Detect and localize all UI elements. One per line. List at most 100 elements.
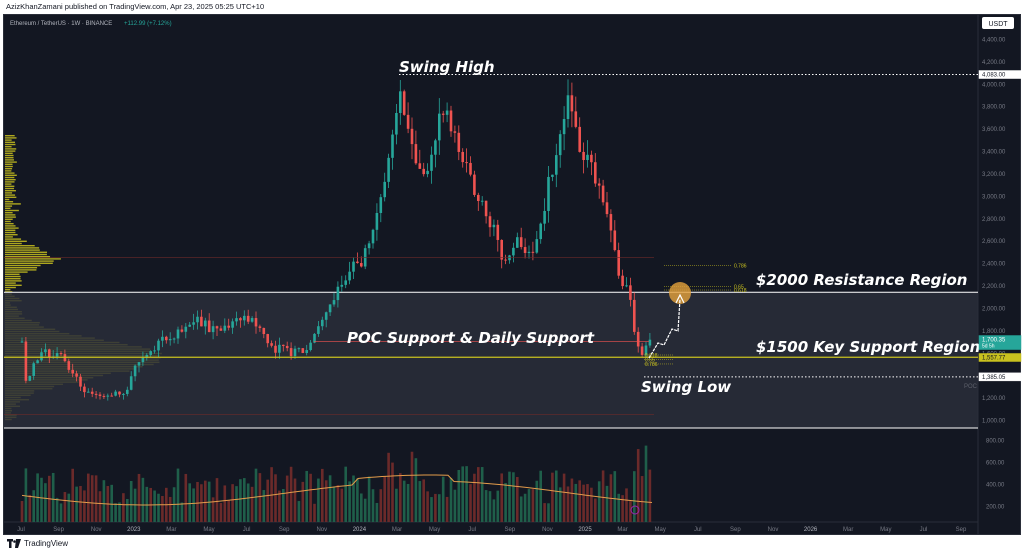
volume-bar xyxy=(434,494,437,522)
candle-body xyxy=(305,350,308,353)
profile-bar xyxy=(5,205,12,206)
profile-bar xyxy=(5,175,17,176)
candle-body xyxy=(36,360,39,363)
volume-bar xyxy=(465,466,468,522)
candle-body xyxy=(134,366,137,377)
candle-body xyxy=(610,214,613,230)
chart-frame[interactable]: Ethereum / TetherUS · 1W · BINANCE +112.… xyxy=(3,14,1021,535)
candle-body xyxy=(321,320,324,326)
candle-body xyxy=(255,318,258,326)
volume-bar xyxy=(606,486,609,522)
volume-bar xyxy=(266,480,269,522)
volume-bar xyxy=(383,476,386,522)
annotation-text: Swing Low xyxy=(641,378,731,396)
symbol-pair: Ethereum / TetherUS · 1W · BINANCE xyxy=(10,21,112,27)
profile-bar xyxy=(5,210,19,211)
volume-bar xyxy=(532,489,535,522)
candle-body xyxy=(559,134,562,155)
candle-body xyxy=(126,390,129,394)
volume-bar xyxy=(95,475,98,522)
volume-bar xyxy=(360,493,363,522)
candle-body xyxy=(578,127,581,152)
footer-bar: TradingView xyxy=(0,535,1024,553)
candle-body xyxy=(450,111,453,132)
volume-bar xyxy=(302,482,305,522)
header-bar: AzizKhanZamani published on TradingView.… xyxy=(0,0,1024,14)
candle-body xyxy=(216,326,219,328)
volume-bar xyxy=(216,478,219,522)
price-chart[interactable]: Ethereum / TetherUS · 1W · BINANCE +112.… xyxy=(4,15,1022,536)
candle-body xyxy=(606,202,609,214)
y-tick-label: 1,800.00 xyxy=(982,329,1006,335)
x-tick-label: Sep xyxy=(53,527,64,533)
annotation-text: POC Support & Daily Support xyxy=(347,329,595,347)
x-tick-label: Jul xyxy=(17,527,25,533)
candle-body xyxy=(512,248,515,256)
volume-bar xyxy=(138,474,141,522)
candle-body xyxy=(524,247,527,253)
profile-bar xyxy=(5,260,54,261)
volume-bar xyxy=(274,474,277,522)
profile-bar xyxy=(5,263,53,264)
candle-body xyxy=(130,376,133,390)
volume-bar xyxy=(438,494,441,522)
volume-bar xyxy=(142,478,145,522)
volume-bar xyxy=(68,494,71,522)
profile-bar xyxy=(5,227,19,228)
price-label-text: 1,557.77 xyxy=(982,356,1006,362)
candle-body xyxy=(298,348,301,349)
volume-bar xyxy=(243,478,246,522)
profile-bar xyxy=(5,232,15,233)
profile-bar xyxy=(5,223,14,224)
y-tick-label: 3,200.00 xyxy=(982,172,1006,178)
profile-bar xyxy=(5,271,28,272)
x-tick-label: Sep xyxy=(730,527,741,533)
candle-body xyxy=(103,396,106,397)
volume-tick-label: 600.00 xyxy=(986,461,1005,467)
candle-body xyxy=(243,316,246,320)
profile-bar xyxy=(5,135,15,136)
profile-bar xyxy=(5,245,35,246)
volume-bar xyxy=(454,490,457,522)
x-tick-label: 2026 xyxy=(804,527,818,533)
candle-body xyxy=(368,243,371,248)
candle-body xyxy=(270,343,273,346)
candle-body xyxy=(403,91,406,115)
candle-body xyxy=(247,316,250,322)
volume-bar xyxy=(29,495,32,522)
profile-bar xyxy=(5,234,18,235)
volume-bar xyxy=(235,486,238,522)
candle-body xyxy=(411,129,414,144)
volume-bar xyxy=(329,475,332,522)
candle-body xyxy=(227,326,230,328)
volume-bars xyxy=(21,446,652,522)
candle-body xyxy=(87,392,90,393)
volume-bar xyxy=(395,489,398,522)
volume-bar xyxy=(220,503,223,522)
candle-body xyxy=(465,162,468,163)
volume-bar xyxy=(391,463,394,522)
price-label-text: 1,385.05 xyxy=(982,375,1006,381)
volume-bar xyxy=(430,497,433,522)
volume-bar xyxy=(504,483,507,522)
profile-bar xyxy=(5,164,13,165)
candle-body xyxy=(383,182,386,197)
candle-body xyxy=(122,394,125,395)
x-tick-label: Sep xyxy=(279,527,290,533)
volume-bar xyxy=(356,478,359,522)
volume-bar xyxy=(516,477,519,522)
profile-bar xyxy=(5,214,15,215)
candle-body xyxy=(590,155,593,162)
candle-body xyxy=(196,317,199,323)
candle-body xyxy=(352,262,355,272)
volume-bar xyxy=(481,467,484,522)
y-tick-label: 4,000.00 xyxy=(982,82,1006,88)
volume-bar xyxy=(407,484,410,522)
price-label-sub: 5d 5h xyxy=(982,344,995,350)
volume-bar xyxy=(582,485,585,522)
candle-body xyxy=(547,177,550,211)
time-axis[interactable]: Jul Sep Nov 2023 Mar May Jul Sep Nov 2024 Mar May Ju… xyxy=(17,527,967,533)
profile-bar xyxy=(5,157,14,158)
candle-body xyxy=(567,95,570,119)
price-axis[interactable]: 1,000.001,200.001,400.001,600.001,800.00… xyxy=(979,38,1021,511)
